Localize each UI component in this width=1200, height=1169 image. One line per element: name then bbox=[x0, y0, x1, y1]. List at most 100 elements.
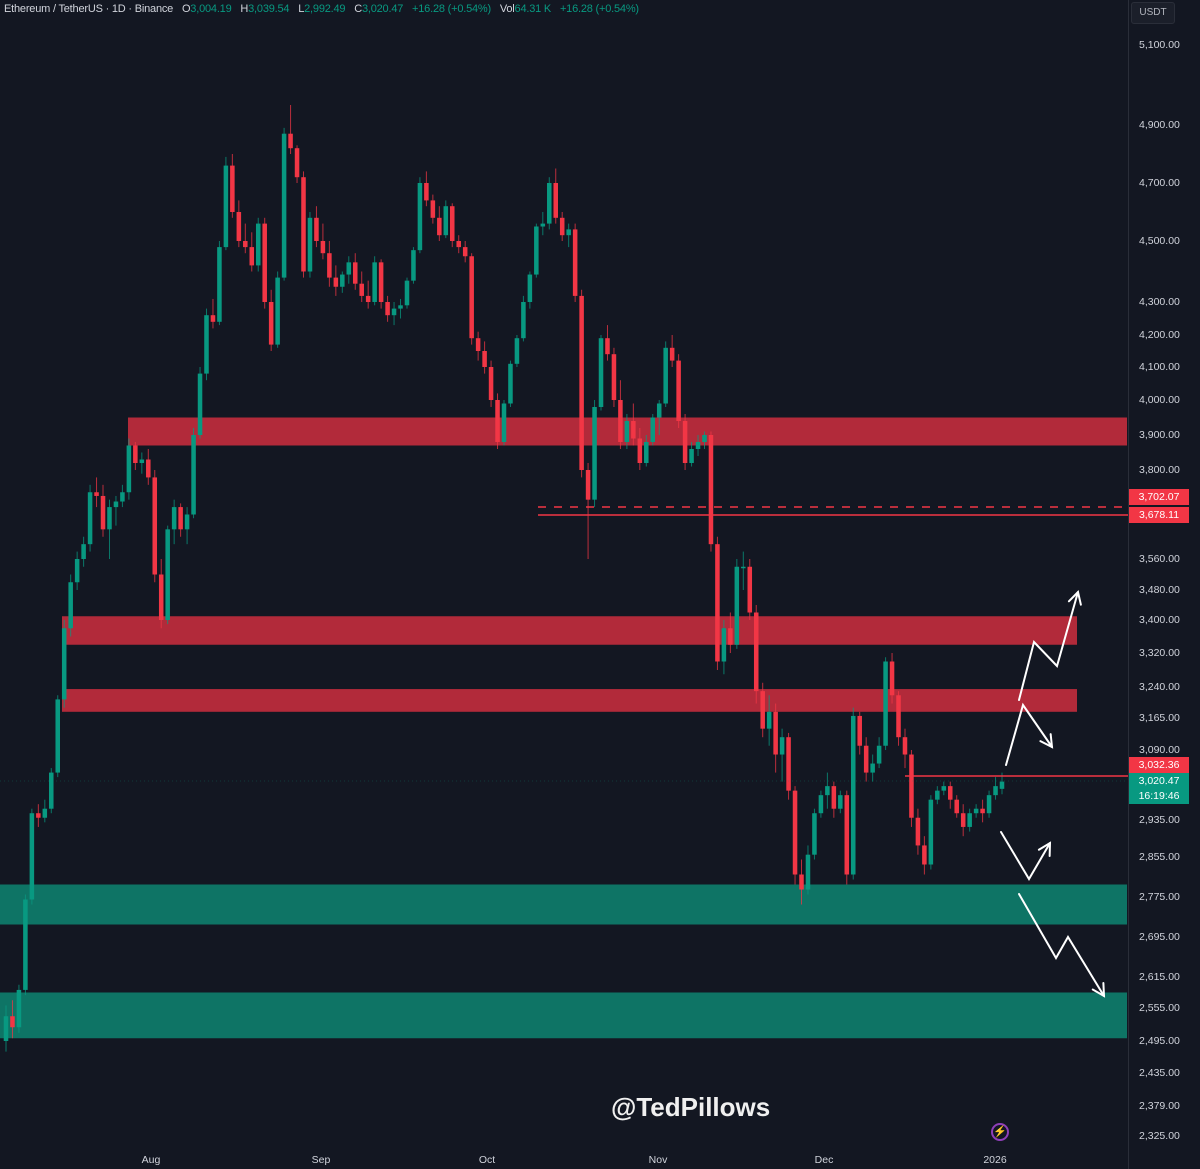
candle bbox=[275, 277, 280, 345]
price-tag: 3,020.47 bbox=[1129, 773, 1189, 789]
resistance-zone[interactable] bbox=[62, 689, 1077, 712]
symbol-title[interactable]: Ethereum / TetherUS · 1D · Binance bbox=[4, 3, 174, 15]
candle bbox=[883, 661, 888, 746]
price-tick: 2,775.00 bbox=[1139, 891, 1180, 903]
price-tick: 4,700.00 bbox=[1139, 177, 1180, 189]
candle bbox=[786, 737, 791, 791]
price-tag: 3,032.36 bbox=[1129, 757, 1189, 773]
candle bbox=[107, 507, 112, 530]
support-zone[interactable] bbox=[0, 992, 1127, 1039]
candle bbox=[618, 400, 623, 442]
candle bbox=[301, 177, 306, 272]
candle bbox=[255, 223, 261, 266]
candle bbox=[728, 628, 733, 645]
candle bbox=[734, 566, 740, 645]
candle bbox=[669, 347, 675, 361]
price-tick: 3,480.00 bbox=[1139, 584, 1180, 596]
candle bbox=[42, 808, 48, 818]
volume-value: 64.31 K bbox=[514, 3, 552, 15]
candle bbox=[553, 183, 559, 218]
candle bbox=[23, 899, 28, 990]
candle bbox=[844, 795, 850, 875]
price-tick: 2,379.00 bbox=[1139, 1100, 1180, 1112]
candle bbox=[928, 799, 934, 865]
volume-change: +16.28 (+0.54%) bbox=[559, 3, 639, 15]
candle bbox=[896, 695, 901, 738]
low-label: L bbox=[298, 3, 305, 15]
candle bbox=[922, 845, 927, 865]
volume-label: Vol bbox=[499, 3, 515, 15]
candle bbox=[236, 212, 242, 241]
candle bbox=[346, 262, 352, 275]
candle bbox=[268, 302, 274, 345]
bearish-arrow-icon-head bbox=[1091, 982, 1106, 998]
candle bbox=[204, 315, 209, 374]
bounce-arrow-icon[interactable] bbox=[1000, 831, 1051, 881]
candle bbox=[831, 786, 837, 809]
change-value: +16.28 (+0.54%) bbox=[412, 3, 491, 15]
bullish-arrow-icon[interactable] bbox=[1018, 591, 1079, 701]
candle bbox=[94, 492, 99, 496]
candle bbox=[249, 247, 255, 266]
candle bbox=[281, 133, 287, 278]
candle bbox=[650, 417, 656, 442]
time-tick: Aug bbox=[141, 1154, 161, 1166]
price-tag: 3,702.07 bbox=[1129, 489, 1189, 505]
candle bbox=[967, 813, 972, 827]
support-zone[interactable] bbox=[0, 884, 1127, 925]
price-tick: 4,000.00 bbox=[1139, 394, 1180, 406]
price-tick: 2,615.00 bbox=[1139, 971, 1180, 983]
candle bbox=[870, 763, 875, 773]
price-tick: 3,240.00 bbox=[1139, 681, 1180, 693]
candle bbox=[365, 295, 371, 302]
candle bbox=[262, 223, 267, 302]
close-label: C bbox=[354, 3, 362, 15]
candle bbox=[133, 445, 138, 463]
candle bbox=[417, 183, 423, 251]
candle bbox=[838, 795, 843, 809]
bearish-arrow-icon[interactable] bbox=[1018, 893, 1105, 997]
candle bbox=[352, 262, 358, 284]
candle bbox=[559, 217, 565, 236]
candle bbox=[501, 403, 507, 442]
currency-button[interactable]: USDT bbox=[1131, 2, 1175, 24]
candle bbox=[36, 813, 41, 818]
resistance-zone[interactable] bbox=[62, 616, 1077, 645]
candle bbox=[462, 247, 468, 257]
candle bbox=[430, 200, 436, 218]
candle bbox=[171, 507, 177, 530]
price-tick: 2,935.00 bbox=[1139, 814, 1180, 826]
candle bbox=[113, 501, 119, 508]
candle bbox=[889, 661, 895, 696]
candle bbox=[443, 206, 449, 236]
candle bbox=[482, 351, 487, 367]
candle bbox=[663, 347, 668, 404]
price-tick: 2,555.00 bbox=[1139, 1002, 1180, 1014]
candle bbox=[230, 165, 235, 212]
candle bbox=[158, 574, 164, 620]
candle bbox=[81, 544, 86, 559]
time-tick: 2026 bbox=[983, 1154, 1007, 1166]
candle bbox=[314, 217, 319, 241]
candlestick-chart[interactable] bbox=[0, 0, 1128, 1169]
price-tick: 4,100.00 bbox=[1139, 361, 1180, 373]
candle bbox=[288, 133, 293, 149]
price-axis[interactable]: 5,100.00 4,900.00 4,700.00 4,500.00 4,300.00… bbox=[1128, 0, 1200, 1169]
price-tag: 3,678.11 bbox=[1129, 507, 1189, 523]
candle bbox=[217, 247, 222, 322]
candle bbox=[611, 354, 617, 400]
candle bbox=[404, 280, 410, 306]
candle bbox=[527, 274, 533, 302]
candle bbox=[605, 338, 610, 355]
price-tick: 2,855.00 bbox=[1139, 851, 1180, 863]
candle bbox=[999, 781, 1005, 789]
candle bbox=[197, 373, 203, 435]
rejection-arrow-icon-head bbox=[1039, 733, 1054, 749]
lightning-icon[interactable]: ⚡ bbox=[991, 1123, 1009, 1141]
candle bbox=[947, 786, 953, 800]
candle bbox=[792, 790, 798, 875]
rejection-arrow-icon[interactable] bbox=[1005, 702, 1053, 766]
price-tag: 16:19:46 bbox=[1129, 788, 1189, 804]
candle bbox=[340, 274, 345, 287]
candle bbox=[68, 582, 73, 629]
